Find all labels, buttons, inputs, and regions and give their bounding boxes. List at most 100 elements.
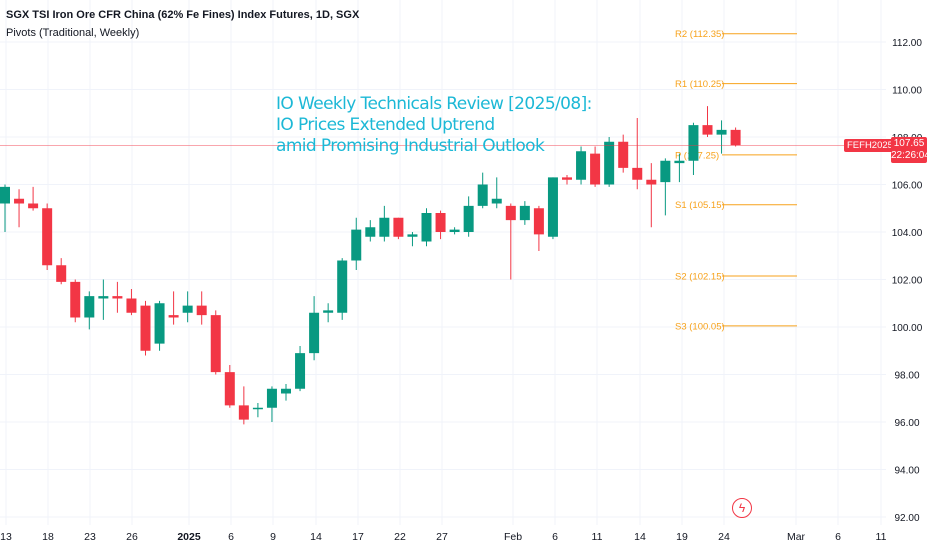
candle: [505, 203, 516, 280]
y-tick-label: 96.00: [894, 418, 919, 429]
candle: [435, 210, 446, 240]
candle: [238, 386, 249, 425]
candle-body: [449, 229, 460, 232]
y-tick-label: 110.00: [892, 86, 922, 97]
candle: [730, 127, 741, 147]
candle-body: [407, 234, 418, 237]
annotation-line: IO Weekly Technicals Review [2025/08]:: [276, 94, 592, 114]
x-tick-label: 24: [718, 531, 730, 543]
candlestick-series: [0, 106, 741, 425]
x-tick-label: 17: [352, 531, 364, 543]
candle: [590, 146, 601, 187]
candle: [365, 220, 376, 242]
flash-icon[interactable]: ϟ: [732, 498, 752, 518]
x-tick-label: 26: [126, 531, 138, 543]
candle: [295, 346, 306, 392]
candle-body: [266, 388, 277, 408]
y-tick-label: 100.00: [892, 323, 923, 334]
candle-body: [140, 305, 151, 351]
candle: [660, 158, 671, 216]
candle: [716, 120, 727, 154]
candle: [463, 196, 474, 237]
x-tick-label: 27: [436, 531, 448, 543]
x-tick-label: 23: [84, 531, 96, 543]
pivot-label: S3 (100.05): [675, 321, 725, 332]
last-price-label: 107.65 22:26:04: [891, 137, 930, 163]
x-tick-label: 11: [592, 531, 603, 543]
symbol-tag: FEFH2025: [844, 139, 896, 152]
x-tick-label: Mar: [787, 531, 806, 543]
candle: [266, 386, 277, 422]
candle-body: [323, 310, 334, 313]
candle-body: [463, 205, 474, 232]
x-tick-label: 11: [876, 531, 887, 543]
candle: [379, 205, 390, 242]
candle: [196, 291, 207, 325]
candle: [337, 258, 348, 320]
x-tick-label: Feb: [504, 531, 522, 543]
candle: [112, 281, 123, 313]
candle: [84, 291, 95, 330]
candle: [98, 279, 109, 320]
candle-body: [576, 151, 587, 180]
x-tick-label: 2025: [177, 531, 201, 543]
candle-body: [590, 153, 601, 185]
candle-body: [252, 407, 263, 410]
candle: [688, 122, 699, 175]
x-tick-label: 6: [552, 531, 558, 543]
candle: [281, 384, 291, 401]
candle-body: [365, 227, 376, 237]
candle: [618, 134, 629, 173]
candle: [674, 153, 685, 183]
pivot-levels: R2 (112.35)R1 (110.25)P (107.25)S1 (105.…: [675, 29, 797, 332]
candle-body: [660, 160, 671, 183]
candle: [42, 203, 53, 270]
candle-body: [505, 205, 516, 221]
y-axis: 112.00110.00108.00106.00104.00102.00100.…: [892, 38, 923, 524]
candle-body: [295, 353, 306, 389]
x-tick-label: 9: [270, 531, 276, 543]
candle: [449, 227, 460, 235]
pivot-label: S2 (102.15): [675, 271, 725, 282]
candle: [351, 217, 362, 270]
candle-body: [309, 312, 320, 354]
candle-body: [126, 298, 137, 313]
candle: [28, 186, 39, 211]
candle: [604, 137, 615, 187]
candle: [154, 300, 165, 351]
x-tick-label: 13: [0, 531, 12, 543]
candle-body: [688, 125, 699, 161]
x-tick-label: 6: [228, 531, 234, 543]
candle-body: [56, 265, 67, 282]
candle-body: [674, 160, 685, 164]
indicator-label[interactable]: Pivots (Traditional, Weekly): [6, 27, 140, 39]
candle-body: [70, 281, 81, 318]
last-price-value: 107.65: [893, 138, 925, 149]
candle-body: [533, 208, 544, 235]
y-tick-label: 94.00: [894, 466, 919, 477]
candle: [182, 291, 193, 323]
candle: [702, 106, 713, 137]
candle-body: [168, 315, 179, 318]
candle-body: [14, 198, 25, 204]
candle-body: [196, 305, 207, 316]
candle: [393, 217, 404, 240]
pivot-label: R2 (112.35): [675, 29, 724, 40]
candle-body: [435, 213, 446, 232]
candle: [576, 146, 587, 185]
candle-body: [519, 205, 530, 221]
candle-body: [84, 296, 95, 318]
candle: [323, 303, 334, 323]
y-tick-label: 104.00: [892, 228, 923, 239]
candle-body: [646, 179, 657, 185]
candle: [252, 403, 263, 418]
candle: [56, 258, 67, 285]
candle: [646, 163, 657, 228]
candle-body: [730, 129, 741, 146]
annotation-text: IO Weekly Technicals Review [2025/08]: I…: [276, 94, 592, 157]
x-axis: 13 18 23 26 2025 6 9 14 17 22 27 Feb 6 11 14 19 24 Mar 6 11: [0, 531, 886, 543]
candle-body: [112, 296, 123, 299]
candle-body: [547, 177, 558, 237]
annotation-line: IO Prices Extended Uptrend: [276, 115, 495, 135]
